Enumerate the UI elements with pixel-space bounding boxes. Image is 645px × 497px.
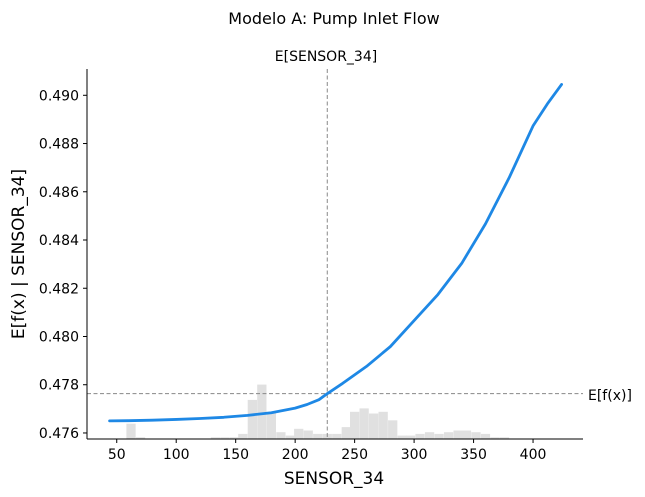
histogram-bar	[388, 420, 398, 439]
histogram-bar	[238, 433, 248, 439]
y-tick-label: 0.482	[39, 281, 79, 297]
histogram-bar	[126, 423, 136, 439]
y-axis-label: E[f(x) | SENSOR_34]	[9, 169, 29, 339]
histogram-bar	[220, 437, 230, 439]
x-tick-label: 200	[282, 447, 309, 463]
histogram-bar	[471, 432, 481, 439]
x-tick-label: 50	[108, 447, 126, 463]
x-tick-label: 350	[460, 447, 487, 463]
histogram-bar	[257, 384, 267, 439]
reference-lines	[87, 69, 583, 439]
series-line	[108, 83, 563, 423]
histogram-bar	[247, 399, 257, 439]
x-tick-label: 150	[222, 447, 249, 463]
x-tick-label: 400	[520, 447, 547, 463]
histogram-bar	[461, 430, 472, 439]
expected-feature-label: E[SENSOR_34]	[275, 49, 377, 65]
x-axis-label: SENSOR_34	[284, 469, 384, 489]
y-tick-label: 0.488	[39, 137, 79, 153]
expected-output-label: E[f(x)]	[588, 388, 632, 404]
histogram-bar	[276, 432, 286, 439]
histogram-bar	[229, 437, 240, 439]
histogram-bar	[415, 433, 425, 439]
histogram	[126, 384, 510, 439]
y-tick-label: 0.476	[39, 426, 79, 442]
histogram-bar	[135, 437, 146, 439]
histogram-bar	[303, 430, 313, 439]
histogram-bar	[341, 427, 351, 439]
histogram-bar	[490, 437, 500, 439]
x-tick-label: 100	[163, 447, 190, 463]
y-tick-label: 0.490	[39, 88, 79, 104]
histogram-bar	[349, 411, 360, 439]
chart-title: Modelo A: Pump Inlet Flow	[228, 9, 439, 28]
histogram-bar	[397, 435, 407, 439]
histogram-bar	[359, 408, 369, 439]
y-tick-label: 0.486	[39, 185, 79, 201]
histogram-bar	[378, 411, 388, 439]
histogram-bar	[434, 433, 444, 439]
histogram-bar	[210, 437, 221, 439]
histogram-bar	[313, 433, 323, 439]
histogram-bar	[285, 435, 296, 439]
y-tick-label: 0.478	[39, 378, 79, 394]
x-tick-label: 250	[341, 447, 368, 463]
histogram-bar	[266, 411, 277, 439]
y-axis-ticks: 0.476 0.478 0.480 0.482 0.484 0.486 0.488 0.490	[39, 88, 87, 442]
x-axis-ticks: 50 100 150 200 250 300 350 400	[108, 439, 547, 463]
histogram-bar	[294, 428, 304, 439]
histogram-bar	[453, 430, 463, 439]
series-layer	[108, 83, 563, 423]
histogram-bar	[369, 413, 379, 439]
histogram-bar	[405, 435, 416, 439]
histogram-bar	[480, 433, 491, 439]
histogram-bar	[443, 432, 454, 439]
histogram-bar	[499, 437, 510, 439]
histogram-bar	[332, 433, 342, 439]
histogram-bar	[424, 432, 435, 439]
y-tick-label: 0.484	[39, 233, 79, 249]
x-tick-label: 300	[401, 447, 428, 463]
y-tick-label: 0.480	[39, 329, 79, 345]
